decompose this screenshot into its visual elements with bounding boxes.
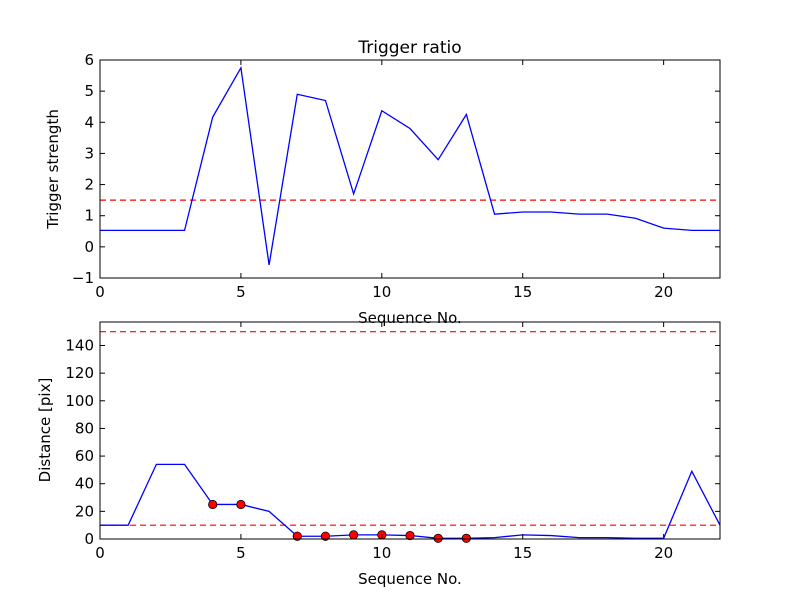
bottom-data-point-4 [349, 530, 359, 540]
bottom-data-point-1 [236, 499, 246, 510]
bottom-x-tick-label: 0 [95, 544, 105, 562]
bottom-x-tick-label: 10 [372, 544, 391, 562]
bottom-data-point-3 [320, 531, 331, 541]
top-x-tick-label: 10 [372, 283, 391, 301]
bottom-data-point-8 [461, 533, 471, 543]
bottom-x-tick-label: 15 [513, 544, 532, 562]
bottom-axes-frame [99, 321, 721, 540]
bottom-y-tick-label: 120 [65, 364, 94, 382]
top-x-axis-label: Sequence No. [358, 309, 462, 327]
bottom-y-tick-label: 80 [75, 419, 94, 437]
bottom-y-tick-label: 140 [65, 336, 94, 354]
bottom-data-point-7 [433, 533, 443, 543]
top-y-axis-label: Trigger strength [44, 109, 62, 230]
top-y-tick-label: 0 [84, 238, 94, 256]
top-y-tick-label: 4 [84, 113, 94, 131]
top-series-line-0 [100, 65, 720, 266]
top-x-tick-label: 15 [513, 283, 532, 301]
bottom-ticks: 0 5 10 15 20 0 20 40 60 80 100 120 140 [65, 322, 720, 562]
top-y-tick-label: 6 [84, 51, 94, 69]
bottom-y-tick-label: 40 [75, 475, 94, 493]
top-y-tick-label: 2 [84, 176, 94, 194]
bottom-y-tick-label: 0 [84, 530, 94, 548]
bottom-y-tick-label: 60 [75, 447, 94, 465]
bottom-threshold-lines [100, 331, 720, 526]
top-y-tick-label: −1 [72, 269, 94, 287]
top-x-tick-label: 0 [95, 283, 105, 301]
bottom-data-point-6 [405, 530, 415, 541]
top-series [100, 65, 720, 266]
bottom-y-tick-label: 20 [75, 502, 94, 520]
top-axes-frame [99, 59, 721, 279]
bottom-data-point-0 [208, 499, 218, 510]
top-y-tick-label: 3 [84, 144, 94, 162]
bottom-data-point-2 [292, 531, 302, 541]
top-y-tick-label: 1 [84, 207, 94, 225]
top-chart-title: Trigger ratio [357, 38, 461, 58]
top-x-tick-label: 5 [236, 283, 246, 301]
top-y-tick-label: 5 [84, 82, 94, 100]
bottom-y-axis-label: Distance [pix] [36, 378, 54, 483]
bottom-y-tick-label: 100 [65, 392, 94, 410]
bottom-x-axis-label: Sequence No. [358, 570, 462, 588]
bottom-x-tick-label: 20 [654, 544, 673, 562]
top-x-tick-label: 20 [654, 283, 673, 301]
bottom-x-tick-label: 5 [236, 544, 246, 562]
